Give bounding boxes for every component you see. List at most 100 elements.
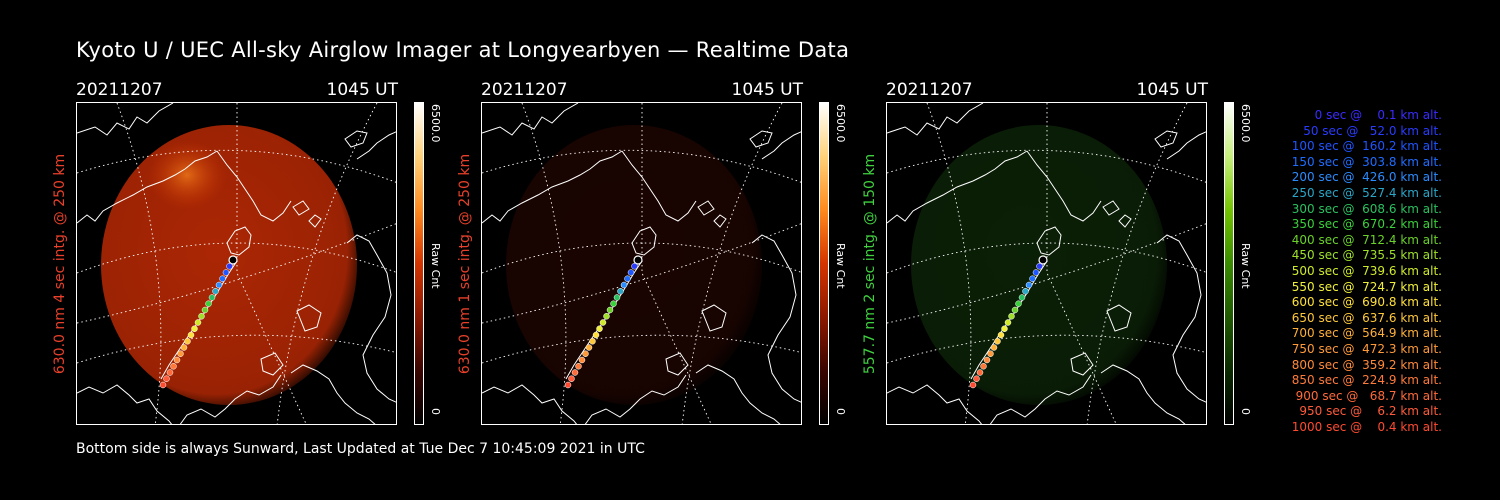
trajectory-point (976, 369, 984, 376)
trajectory-point (613, 294, 621, 301)
trajectory-point (1011, 306, 1019, 314)
trajectory-point (219, 275, 226, 282)
trajectory-point (194, 319, 202, 326)
trajectory-point (571, 369, 579, 376)
trajectory-point (973, 375, 980, 382)
trajectory-point (1025, 281, 1033, 289)
colorbar-max-label-text: 6500.0 (429, 104, 442, 143)
trajectory-legend-entry: 750 sec @ 472.3 km alt. (1287, 341, 1442, 356)
trajectory-legend-entry: 800 sec @ 359.2 km alt. (1287, 357, 1442, 372)
trajectory-point (163, 375, 170, 382)
trajectory-point (1001, 325, 1008, 332)
trajectory-point (568, 375, 575, 382)
panel-date: 20211207 (481, 80, 568, 100)
trajectory-point (582, 350, 589, 357)
lat-lon-grid (887, 103, 1206, 424)
trajectory-point (170, 363, 177, 370)
panel-time: 1045 UT (731, 80, 804, 100)
trajectory-point (606, 306, 614, 314)
trajectory-legend-entry: 150 sec @ 303.8 km alt. (1287, 154, 1442, 169)
trajectory-point (1036, 263, 1043, 270)
trajectory-point (226, 263, 233, 270)
panel-wavelength-label: 630.0 nm 4 sec intg. @ 250 km (48, 102, 72, 425)
trajectory-point (1004, 319, 1012, 326)
trajectory-point (177, 350, 184, 357)
trajectory-legend-entry: 700 sec @ 564.9 km alt. (1287, 326, 1442, 341)
coastline (482, 103, 801, 424)
trajectory-point (990, 344, 998, 351)
trajectory-point (159, 381, 167, 389)
trajectory-legend-entry: 200 sec @ 426.0 km alt. (1287, 170, 1442, 185)
trajectory-point (983, 356, 991, 364)
trajectory-point (585, 344, 593, 351)
image-panel-3: 20211207 1045 UT 557.7 nm 2 sec intg. @ 15… (862, 78, 1286, 438)
colorbar-unit-label: Raw Cnt (429, 243, 444, 303)
trajectory-point (1008, 313, 1015, 320)
allsky-map-svg (887, 103, 1206, 424)
panel-wavelength-text: 557.7 nm 2 sec intg. @ 150 km (862, 153, 878, 374)
trajectory-legend-entry: 100 sec @ 160.2 km alt. (1287, 139, 1442, 154)
trajectory-point (633, 255, 643, 265)
colorbar-min-label-text: 0 (1239, 408, 1252, 415)
trajectory-point (1018, 294, 1026, 301)
trajectory-legend: 0 sec @ 0.1 km alt. 50 sec @ 52.0 km alt… (1262, 108, 1452, 435)
trajectory-point (191, 325, 198, 332)
trajectory-point (599, 319, 607, 326)
trajectory-point (205, 300, 212, 307)
colorbar-unit-label-text: Raw Cnt (429, 243, 442, 289)
trajectory-point (592, 331, 600, 339)
allsky-image (886, 102, 1207, 425)
trajectory-legend-entry: 0 sec @ 0.1 km alt. (1303, 108, 1442, 122)
colorbar-min-label: 0 (834, 408, 849, 428)
colorbar-unit-label: Raw Cnt (834, 243, 849, 303)
trajectory-point (215, 281, 223, 289)
trajectory-point (201, 306, 209, 314)
coastline (77, 103, 396, 424)
colorbar-min-label: 0 (1239, 408, 1254, 428)
trajectory-point (997, 331, 1005, 339)
colorbar-min-label-text: 0 (429, 408, 442, 415)
colorbar-max-label: 6500.0 (834, 104, 849, 164)
allsky-map-svg (482, 103, 801, 424)
colorbar-max-label-text: 6500.0 (834, 104, 847, 143)
trajectory-legend-entry: 450 sec @ 735.5 km alt. (1287, 248, 1442, 263)
trajectory-point (564, 381, 572, 389)
colorbar (414, 102, 424, 425)
trajectory-point (980, 363, 987, 370)
trajectory-point (212, 288, 219, 295)
trajectory-point (184, 338, 191, 345)
image-panel-1: 20211207 1045 UT 630.0 nm 4 sec intg. @ 25… (52, 78, 476, 438)
trajectory-point (1038, 255, 1048, 265)
lat-lon-grid (482, 103, 801, 424)
trajectory-point (627, 269, 635, 276)
trajectory-legend-entry: 650 sec @ 637.6 km alt. (1287, 310, 1442, 325)
colorbar (819, 102, 829, 425)
trajectory-point (1029, 275, 1036, 282)
trajectory-point (969, 381, 977, 389)
trajectory-point (187, 331, 195, 339)
trajectory-legend-entry: 300 sec @ 608.6 km alt. (1287, 201, 1442, 216)
footer-status: Bottom side is always Sunward, Last Upda… (76, 441, 645, 457)
panel-time: 1045 UT (326, 80, 399, 100)
rocket-trajectory (564, 255, 643, 389)
panel-wavelength-text: 630.0 nm 4 sec intg. @ 250 km (52, 153, 68, 374)
panel-wavelength-text: 630.0 nm 1 sec intg. @ 250 km (457, 153, 473, 374)
coastline (887, 103, 1206, 424)
trajectory-legend-entry: 350 sec @ 670.2 km alt. (1287, 217, 1442, 232)
colorbar-min-label: 0 (429, 408, 444, 428)
trajectory-legend-entry: 250 sec @ 527.4 km alt. (1287, 185, 1442, 200)
allsky-map-svg (77, 103, 396, 424)
trajectory-point (578, 356, 586, 364)
panel-date: 20211207 (76, 80, 163, 100)
trajectory-point (610, 300, 617, 307)
allsky-image (481, 102, 802, 425)
trajectory-point (173, 356, 181, 364)
colorbar-unit-label: Raw Cnt (1239, 243, 1254, 303)
colorbar-unit-label-text: Raw Cnt (834, 243, 847, 289)
trajectory-point (596, 325, 603, 332)
allsky-image (76, 102, 397, 425)
trajectory-legend-entry: 500 sec @ 739.6 km alt. (1287, 263, 1442, 278)
colorbar-max-label-text: 6500.0 (1239, 104, 1252, 143)
rocket-trajectory (969, 255, 1048, 389)
trajectory-legend-entry: 50 sec @ 52.0 km alt. (1295, 123, 1442, 138)
